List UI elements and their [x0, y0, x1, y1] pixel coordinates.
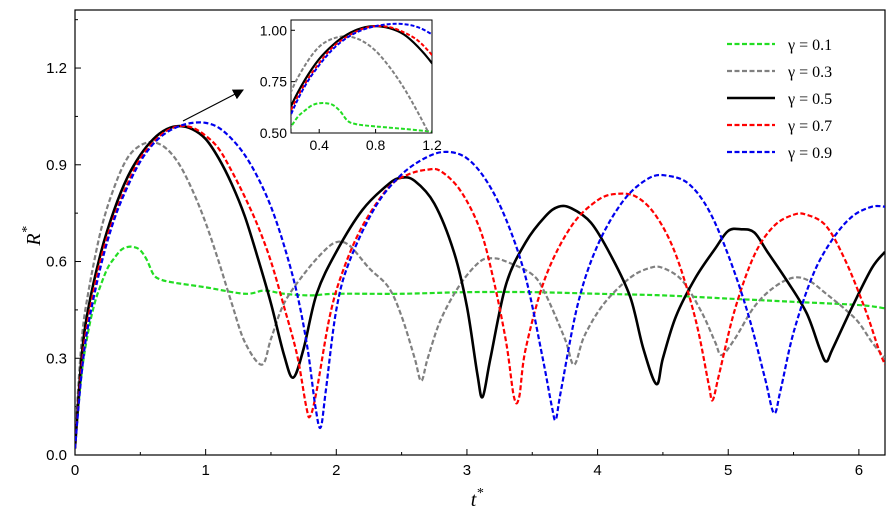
inset-y-tick-label: 0.75 — [260, 74, 287, 90]
y-axis: 0.0 0.3 0.6 0.9 1.2 — [46, 19, 81, 464]
y-axis-title-main: R — [23, 233, 45, 246]
series-line-4 — [75, 124, 885, 449]
inset-x-axis: 0.4 0.8 1.2 — [309, 129, 442, 153]
y-tick-label: 0.6 — [46, 254, 67, 271]
inset-pointer-arrow — [182, 89, 244, 122]
series-line-3 — [75, 124, 885, 449]
inset-series-line-5 — [291, 22, 432, 118]
y-tick-label: 0.0 — [46, 447, 67, 464]
series-line-5 — [75, 121, 885, 449]
inset-y-tick-label: 0.50 — [260, 125, 287, 141]
series-line-1 — [75, 245, 885, 446]
x-axis-title-superscript: * — [476, 486, 483, 501]
series-group — [75, 121, 885, 449]
y-axis-title: R* — [20, 226, 45, 246]
inset-series-line-2 — [291, 35, 430, 133]
x-axis: 0 1 2 3 4 5 6 — [71, 449, 863, 479]
inset-series-line-1 — [291, 101, 432, 133]
inset-x-tick-label: 0.4 — [309, 137, 329, 153]
inset-x-tick-label: 0.8 — [366, 137, 386, 153]
legend-label-2: γ = 0.3 — [787, 64, 832, 81]
x-tick-label: 3 — [463, 462, 471, 479]
inset-y-tick-label: 1.00 — [260, 22, 287, 38]
y-tick-label: 0.3 — [46, 350, 67, 367]
legend-label-4: γ = 0.7 — [787, 118, 832, 135]
legend-label-5: γ = 0.9 — [787, 145, 832, 162]
x-tick-label: 1 — [201, 462, 209, 479]
inset-y-axis: 0.50 0.75 1.00 — [260, 22, 295, 141]
y-axis-title-superscript: * — [20, 226, 35, 233]
x-tick-label: 5 — [724, 462, 732, 479]
plot-frame — [74, 9, 886, 456]
x-axis-title: t* — [471, 486, 484, 511]
y-tick-label: 1.2 — [46, 60, 67, 77]
inset-x-tick-label: 1.2 — [422, 137, 442, 153]
legend-label-3: γ = 0.5 — [787, 91, 832, 108]
x-axis-title-main: t — [471, 489, 477, 511]
y-tick-label: 0.9 — [46, 157, 67, 174]
inset-series-group — [291, 22, 432, 133]
inset-chart: 0.4 0.8 1.2 0.50 0.75 1.00 — [260, 19, 442, 153]
legend-label-1: γ = 0.1 — [787, 37, 832, 54]
legend: γ = 0.1 γ = 0.3 γ = 0.5 γ = 0.7 γ = 0.9 — [727, 37, 832, 162]
x-tick-label: 6 — [855, 462, 863, 479]
x-tick-label: 4 — [593, 462, 601, 479]
inset-series-line-4 — [291, 25, 432, 114]
series-line-2 — [75, 140, 885, 439]
x-tick-label: 2 — [332, 462, 340, 479]
x-tick-label: 0 — [71, 462, 79, 479]
inset-frame — [290, 19, 433, 134]
